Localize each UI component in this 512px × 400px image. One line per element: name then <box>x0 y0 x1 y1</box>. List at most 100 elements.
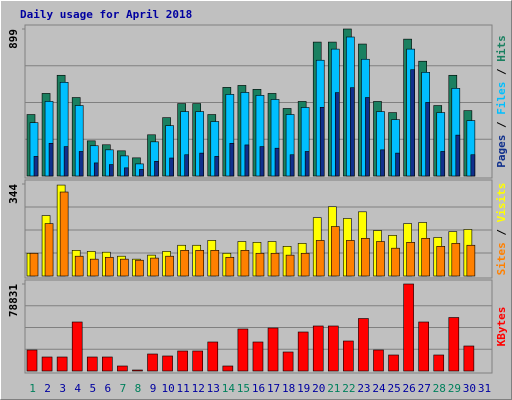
bar <box>225 256 235 277</box>
x-tick-label: 16 <box>252 382 265 395</box>
bar <box>350 87 355 177</box>
bar <box>418 321 429 372</box>
legend-separator: / <box>495 62 508 82</box>
legend-entry: Hits <box>495 35 508 62</box>
bar <box>222 365 234 372</box>
bar <box>403 283 414 372</box>
legend-entry: Visits <box>495 183 508 223</box>
bar <box>330 226 340 277</box>
bar <box>102 356 113 372</box>
bar <box>180 250 189 277</box>
x-tick-label: 7 <box>120 382 127 395</box>
bar <box>289 154 295 177</box>
bar <box>78 151 84 177</box>
bar <box>463 345 475 372</box>
x-tick-label: 19 <box>297 382 310 395</box>
x-tick-label: 6 <box>105 382 112 395</box>
x-tick-label: 29 <box>448 382 461 395</box>
chart-title: Daily usage for April 2018 <box>20 8 192 21</box>
bar <box>285 254 295 277</box>
x-tick-label: 8 <box>135 382 142 395</box>
bar <box>259 146 265 177</box>
bar <box>334 92 340 177</box>
bar <box>282 351 294 372</box>
bar <box>433 354 445 372</box>
bar <box>380 149 385 177</box>
bar <box>255 252 265 277</box>
bar <box>343 340 354 372</box>
legend-entry: Sites <box>495 242 508 275</box>
legend-entry: Files <box>495 82 508 115</box>
x-tick-label: 15 <box>237 382 250 395</box>
x-tick-label: 10 <box>161 382 174 395</box>
x-tick-label: 25 <box>387 382 400 395</box>
x-tick-label: 12 <box>192 382 205 395</box>
bar <box>184 154 189 177</box>
x-tick-label: 20 <box>312 382 325 395</box>
bar <box>132 369 143 372</box>
bar <box>56 356 68 372</box>
bar <box>391 247 400 277</box>
x-tick-label: 2 <box>44 382 51 395</box>
bar <box>440 151 446 177</box>
bar <box>41 356 53 372</box>
legend: Pages / Files / Hits <box>495 35 508 168</box>
bar <box>59 191 69 277</box>
bar <box>195 250 205 277</box>
bar <box>33 156 39 177</box>
x-tick-label: 3 <box>59 382 66 395</box>
bar <box>192 350 204 372</box>
bar <box>410 69 415 177</box>
x-tick-label: 31 <box>478 382 491 395</box>
bar <box>425 102 430 177</box>
bar <box>361 237 370 277</box>
bar <box>74 255 84 277</box>
bar <box>346 240 355 277</box>
bar <box>71 321 83 372</box>
bar <box>169 157 174 177</box>
bar <box>436 246 446 277</box>
bar <box>214 156 220 177</box>
x-tick-label: 17 <box>267 382 280 395</box>
bar <box>406 242 415 277</box>
bar <box>63 146 69 177</box>
bar <box>237 328 249 372</box>
bar <box>86 356 98 372</box>
bar <box>358 318 369 372</box>
bar <box>150 257 159 277</box>
x-tick-label: 30 <box>463 382 476 395</box>
legend-separator: / <box>495 222 508 242</box>
bar <box>207 341 219 372</box>
bar <box>240 250 250 277</box>
bar <box>327 325 339 372</box>
bar <box>252 341 264 372</box>
bar <box>365 97 370 177</box>
bar <box>451 243 461 277</box>
bar <box>29 252 39 277</box>
bar <box>373 349 384 372</box>
bar <box>448 317 460 372</box>
bar <box>93 162 99 177</box>
bar <box>395 152 400 177</box>
bar <box>297 331 309 372</box>
bar <box>267 327 279 372</box>
bar <box>455 134 461 177</box>
x-tick-label: 21 <box>327 382 340 395</box>
x-tick-label: 24 <box>372 382 386 395</box>
y-tick-label: 78831 <box>7 284 20 317</box>
legend: Sites / Visits <box>495 183 508 276</box>
bar <box>139 169 144 177</box>
x-tick-label: 5 <box>89 382 96 395</box>
bar <box>470 154 476 177</box>
bar <box>270 252 280 277</box>
x-tick-label: 9 <box>150 382 157 395</box>
bar <box>26 349 38 372</box>
bar <box>147 353 158 372</box>
legend-separator: / <box>495 115 508 135</box>
bar <box>300 252 310 277</box>
bar <box>165 255 174 277</box>
x-tick-label: 11 <box>177 382 190 395</box>
x-tick-label: 18 <box>282 382 295 395</box>
bar <box>244 144 250 177</box>
bar <box>124 167 129 177</box>
